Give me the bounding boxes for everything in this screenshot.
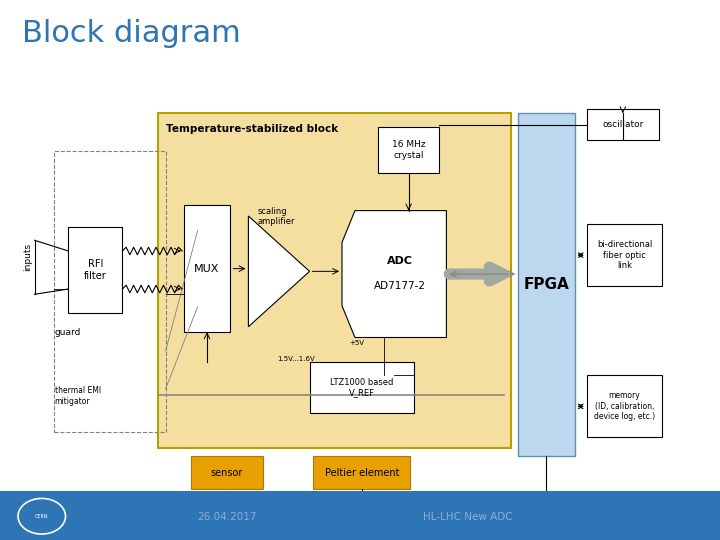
FancyBboxPatch shape — [241, 502, 324, 535]
Text: oscillator: oscillator — [602, 120, 644, 129]
Text: 26.04.2017: 26.04.2017 — [197, 512, 256, 522]
Text: LTZ1000 based
V_REF: LTZ1000 based V_REF — [330, 378, 394, 397]
Text: RFI
filter: RFI filter — [84, 259, 107, 281]
Text: 16 MHz
crystal: 16 MHz crystal — [392, 140, 426, 159]
Text: MUX: MUX — [194, 264, 220, 274]
Text: sensor: sensor — [211, 468, 243, 477]
Text: FPGA: FPGA — [523, 278, 570, 292]
Text: guard: guard — [55, 328, 81, 336]
Text: ADC: ADC — [387, 255, 413, 266]
Text: +5V: +5V — [349, 340, 364, 346]
Text: Peltier element: Peltier element — [325, 468, 399, 477]
FancyBboxPatch shape — [310, 362, 414, 413]
FancyBboxPatch shape — [313, 456, 410, 489]
Text: scaling
amplifier: scaling amplifier — [258, 207, 295, 226]
Text: Temperature-stabilized block: Temperature-stabilized block — [166, 124, 338, 134]
Polygon shape — [342, 211, 446, 338]
FancyBboxPatch shape — [587, 375, 662, 437]
Text: AD7177-2: AD7177-2 — [374, 281, 426, 291]
Bar — [0, 491, 720, 540]
FancyBboxPatch shape — [191, 456, 263, 489]
FancyBboxPatch shape — [518, 113, 575, 456]
Text: CERN: CERN — [35, 514, 48, 519]
Text: 1.5V...1.6V: 1.5V...1.6V — [277, 356, 315, 362]
Text: inputs: inputs — [23, 242, 32, 271]
Text: HL-LHC New ADC: HL-LHC New ADC — [423, 512, 513, 522]
FancyBboxPatch shape — [184, 205, 230, 332]
FancyBboxPatch shape — [378, 127, 439, 173]
FancyBboxPatch shape — [587, 109, 659, 140]
FancyBboxPatch shape — [587, 224, 662, 286]
Text: memory
(ID, calibration,
device log, etc.): memory (ID, calibration, device log, etc… — [594, 392, 655, 421]
Polygon shape — [248, 216, 310, 327]
Text: temperature
controller: temperature controller — [254, 509, 311, 528]
FancyBboxPatch shape — [68, 227, 122, 313]
Text: Block diagram: Block diagram — [22, 19, 240, 48]
FancyBboxPatch shape — [158, 113, 511, 448]
Text: thermal EMI
mitigator: thermal EMI mitigator — [55, 386, 101, 406]
Text: bi-directional
fiber optic
link: bi-directional fiber optic link — [597, 240, 652, 270]
